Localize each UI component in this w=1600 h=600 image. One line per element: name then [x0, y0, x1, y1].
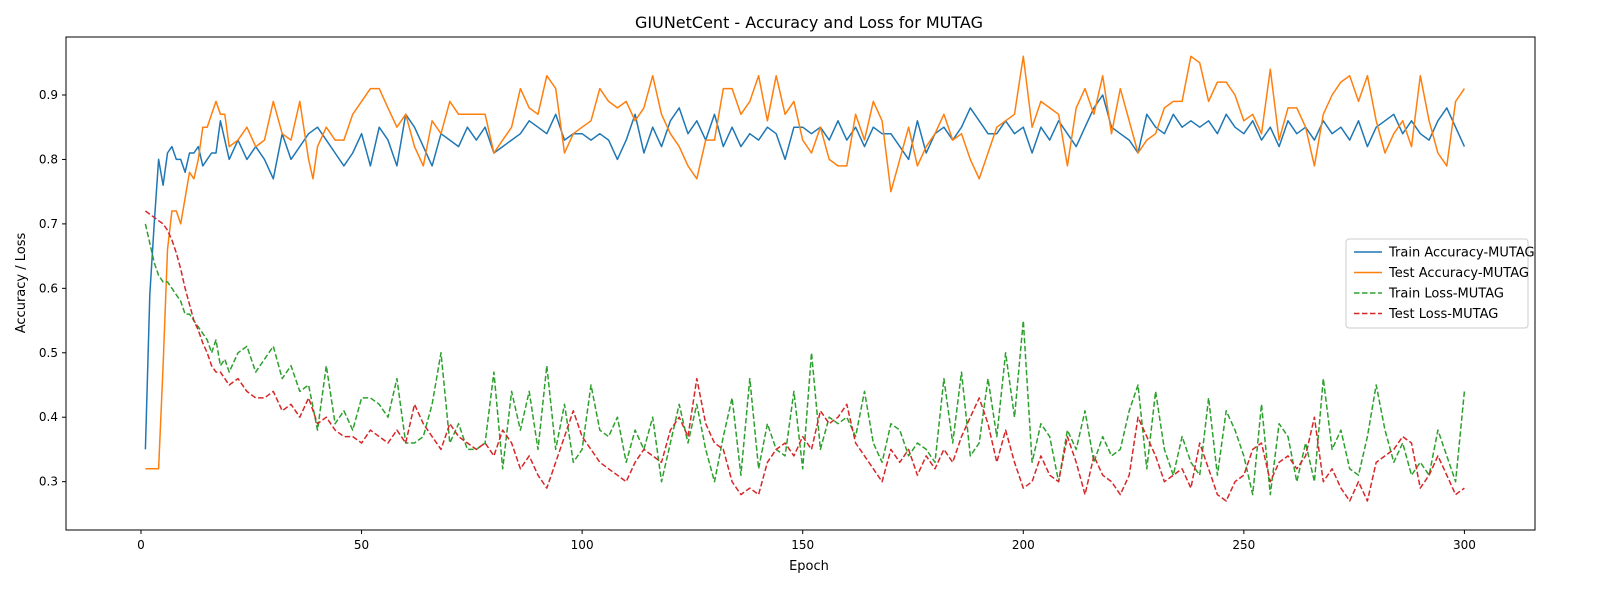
legend-label: Train Accuracy-MUTAG — [1388, 246, 1535, 261]
y-tick-label: 0.8 — [39, 152, 58, 166]
series-line-3 — [144, 210, 1465, 502]
chart-title: GIUNetCent - Accuracy and Loss for MUTAG — [635, 13, 983, 32]
y-axis: 0.3 0.4 0.5 0.6 0.7 0.8 0.9 — [39, 88, 66, 489]
plot-frame — [65, 36, 1536, 531]
x-axis-label: Epoch — [789, 559, 829, 574]
legend-label: Test Accuracy-MUTAG — [1388, 266, 1529, 281]
legend: Train Accuracy-MUTAG Test Accuracy-MUTAG T… — [1345, 238, 1535, 329]
x-axis: 0 50 100 150 200 250 300 — [137, 530, 1476, 552]
legend-label: Train Loss-MUTAG — [1388, 287, 1504, 302]
x-tick-label: 250 — [1232, 538, 1255, 552]
y-tick-label: 0.9 — [39, 88, 58, 102]
y-tick-label: 0.5 — [39, 346, 58, 360]
x-tick-label: 300 — [1453, 538, 1476, 552]
x-tick-label: 200 — [1012, 538, 1035, 552]
y-tick-label: 0.7 — [39, 217, 58, 231]
x-tick-label: 150 — [791, 538, 814, 552]
plot-series — [144, 55, 1466, 502]
legend-box — [1345, 238, 1529, 329]
series-line-1 — [145, 55, 1466, 470]
x-tick-label: 0 — [137, 538, 145, 552]
series-line-0 — [144, 94, 1466, 450]
y-tick-label: 0.4 — [39, 410, 58, 424]
y-tick-label: 0.6 — [39, 281, 58, 295]
series-line-2 — [144, 223, 1466, 496]
y-tick-label: 0.3 — [39, 475, 58, 489]
x-tick-label: 100 — [571, 538, 594, 552]
legend-label: Test Loss-MUTAG — [1388, 307, 1498, 322]
x-tick-label: 50 — [354, 538, 369, 552]
y-axis-label: Accuracy / Loss — [14, 233, 29, 334]
